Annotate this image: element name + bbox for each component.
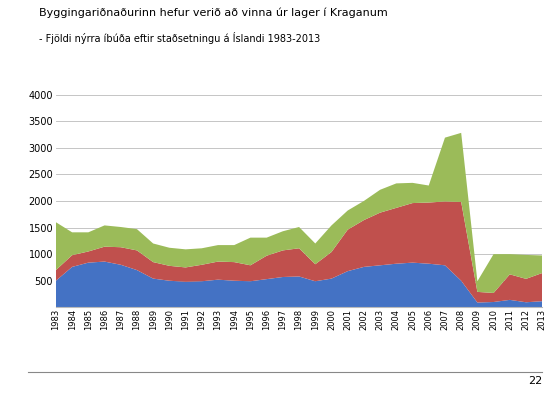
Text: Byggingariðnaðurinn hefur verið að vinna úr lager í Kraganum: Byggingariðnaðurinn hefur verið að vinna… xyxy=(39,8,388,19)
Text: 22: 22 xyxy=(528,376,542,386)
Text: - Fjöldi nýrra íbúða eftir staðsetningu á Íslandi 1983-2013: - Fjöldi nýrra íbúða eftir staðsetningu … xyxy=(39,32,320,43)
